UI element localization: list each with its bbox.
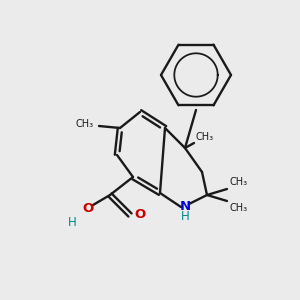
Text: CH₃: CH₃ [229,177,247,187]
Text: N: N [179,200,191,214]
Text: CH₃: CH₃ [229,203,247,213]
Text: CH₃: CH₃ [195,132,213,142]
Text: O: O [134,208,145,221]
Text: CH₃: CH₃ [76,119,94,129]
Text: H: H [68,215,76,229]
Text: H: H [181,211,189,224]
Text: O: O [82,202,94,214]
